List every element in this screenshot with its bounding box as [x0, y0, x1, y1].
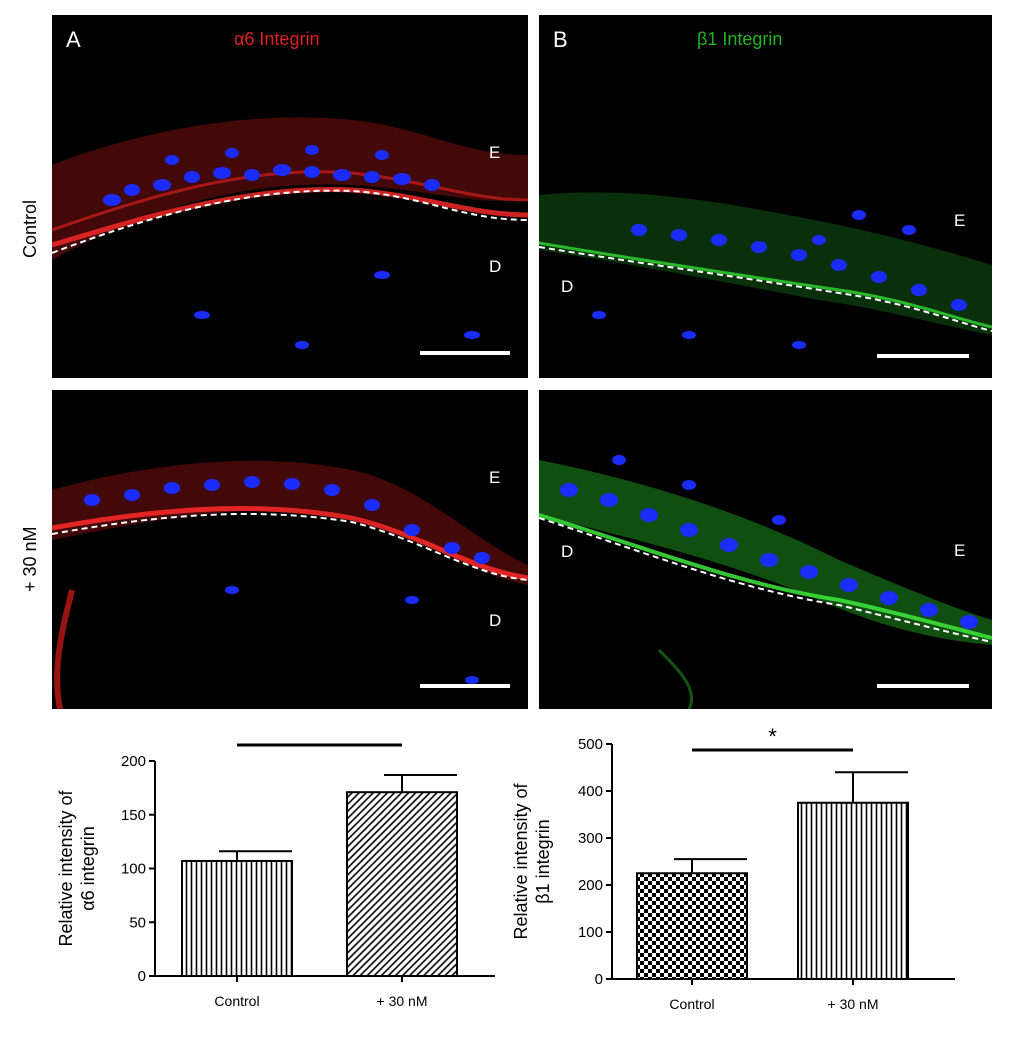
y-axis-label: Relative intensity of β1 integrin — [511, 782, 553, 939]
y-tick-label: 100 — [121, 861, 146, 878]
y-tick-label: 0 — [138, 968, 146, 985]
tissue-image-a-treated — [52, 460, 528, 709]
bar-chart-alpha6: 0 50 100 150 200 Control + 30 nM ** Relative int… — [56, 735, 495, 1009]
dermis-label: D — [561, 542, 574, 561]
dermis-label: D — [489, 611, 502, 630]
bar — [797, 801, 909, 980]
dermis-label: D — [561, 277, 574, 296]
significance-marker: * — [768, 725, 777, 749]
panel-title-b: β1 Integrin — [697, 29, 783, 49]
y-tick-label: 400 — [578, 783, 603, 800]
bar — [346, 791, 458, 977]
bar — [181, 859, 293, 977]
tissue-image-a-control — [52, 117, 528, 355]
micrograph-a-treated: E D — [52, 390, 528, 709]
panel-letter-b: B — [553, 27, 568, 52]
y-tick-label: 150 — [121, 807, 146, 824]
epidermis-label: E — [954, 211, 966, 230]
epidermis-label: E — [489, 143, 501, 162]
tissue-image-b-treated — [539, 455, 992, 709]
micrograph-a-control: A α6 Integrin E D — [52, 15, 528, 378]
bar — [636, 872, 748, 980]
x-tick-label: Control — [669, 996, 714, 1012]
panel-letter-a: A — [66, 27, 81, 52]
y-tick-label: 200 — [121, 753, 146, 770]
x-tick-label: Control — [214, 993, 259, 1009]
panel-title-a: α6 Integrin — [234, 29, 320, 49]
micrograph-b-control: B β1 Integrin E D — [539, 15, 992, 378]
y-tick-label: 100 — [578, 924, 603, 941]
y-tick-label: 500 — [578, 736, 603, 753]
bar-chart-beta1: 0 100 200 300 400 500 Control + 30 nM * Relative … — [511, 725, 955, 1012]
x-tick-label: + 30 nM — [377, 993, 428, 1009]
row-label-treated: + 30 nM — [20, 526, 40, 592]
y-tick-label: 300 — [578, 830, 603, 847]
micrograph-b-treated: E D — [539, 390, 992, 709]
x-tick-label: + 30 nM — [828, 996, 879, 1012]
tissue-image-b-control — [539, 192, 992, 358]
row-label-control: Control — [20, 199, 40, 258]
y-tick-label: 50 — [129, 914, 146, 931]
significance-marker: ** — [311, 735, 329, 744]
dermis-label: D — [489, 257, 502, 276]
y-tick-label: 0 — [595, 971, 603, 988]
y-axis-label: Relative intensity of α6 integrin — [56, 789, 98, 946]
epidermis-label: E — [954, 541, 966, 560]
y-tick-label: 200 — [578, 877, 603, 894]
epidermis-label: E — [489, 468, 501, 487]
